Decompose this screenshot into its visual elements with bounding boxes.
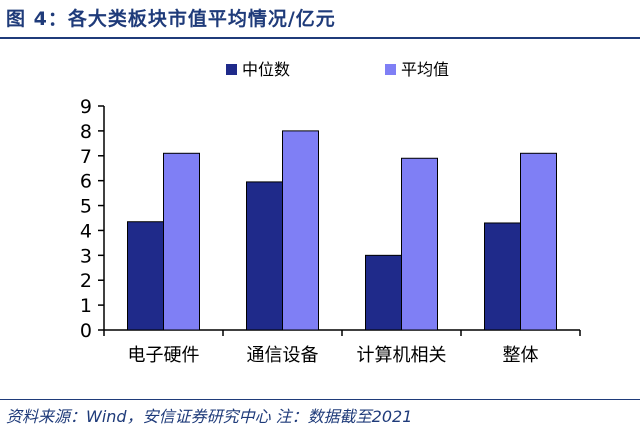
bar-chart: 中位数 平均值 0 1 2 3 45 6 7 8 9 电子硬件 通信设备 计算机相关 整体 xyxy=(80,60,581,366)
watermark-overlay xyxy=(496,403,640,425)
y-tick-label: 2 xyxy=(80,270,92,292)
y-tick-label: 7 xyxy=(80,146,92,168)
y-axis: 0 1 2 3 45 6 7 8 9 xyxy=(80,96,105,342)
legend-swatch xyxy=(385,64,396,75)
bar-median xyxy=(127,221,164,331)
x-category-label: 电子硬件 xyxy=(128,345,200,366)
x-category-label: 计算机相关 xyxy=(357,345,447,366)
chart-legend: 中位数 平均值 xyxy=(226,60,449,79)
bar-series xyxy=(127,130,557,331)
legend-swatch xyxy=(226,64,237,75)
y-tick-label: 6 xyxy=(80,171,92,193)
bar-median xyxy=(365,254,402,331)
y-tick-label: 3 xyxy=(80,245,92,267)
source-divider xyxy=(0,399,640,400)
y-tick-label: 4 xyxy=(80,220,92,242)
source-note: 资料来源：Wind，安信证券研究中心 注：数据截至2021 xyxy=(6,407,413,426)
bar-mean xyxy=(520,152,557,331)
bar-mean xyxy=(163,152,200,331)
bar-mean xyxy=(282,130,319,331)
x-category-label: 通信设备 xyxy=(247,345,319,366)
bar-mean xyxy=(401,157,438,331)
bar-median xyxy=(484,222,521,331)
y-tick-label: 9 xyxy=(80,96,92,118)
x-category-label: 整体 xyxy=(503,345,539,366)
legend-label: 平均值 xyxy=(401,60,449,79)
figure-title: 图 4：各大类板块市值平均情况/亿元 xyxy=(6,8,336,30)
y-tick-label: 8 xyxy=(80,121,92,143)
y-tick-label: 5 xyxy=(80,196,92,218)
bar-median xyxy=(246,181,283,331)
x-axis: 电子硬件 通信设备 计算机相关 整体 xyxy=(103,329,581,366)
title-divider xyxy=(0,37,640,39)
y-tick-label: 1 xyxy=(80,295,92,317)
y-tick-label: 0 xyxy=(80,320,92,342)
legend-label: 中位数 xyxy=(242,60,290,79)
